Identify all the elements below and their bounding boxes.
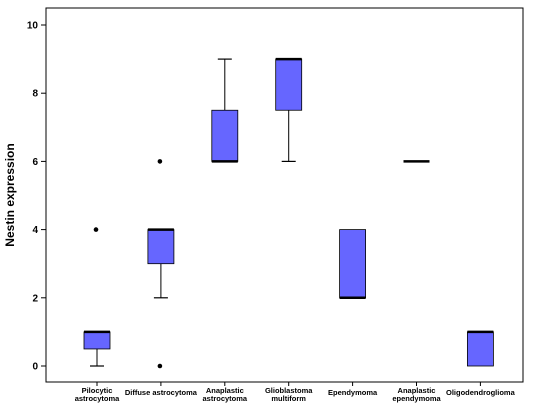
iqr-box (211, 109, 239, 162)
category-label: Oligodendroglioma (446, 388, 516, 397)
outlier-point (93, 227, 99, 232)
box-group-item (211, 58, 239, 163)
iqr-box (83, 331, 111, 350)
box-group-item (339, 229, 367, 300)
category-label: Anaplastic (398, 386, 436, 395)
y-tick-label: 2 (32, 293, 38, 304)
category-label: astrocytoma (75, 394, 120, 403)
y-tick-label: 8 (32, 89, 38, 100)
category-label: ependymoma (392, 394, 441, 403)
iqr-box (339, 229, 367, 299)
category-label: Diffuse astrocytoma (125, 388, 198, 397)
category-label: astrocytoma (202, 394, 247, 403)
y-tick-label: 4 (32, 225, 38, 236)
y-axis-title: Nestin expression (3, 143, 17, 246)
iqr-box (466, 331, 494, 367)
y-tick-label: 10 (27, 21, 39, 32)
category-label: Glioblastoma (265, 386, 313, 395)
box-group-item (466, 330, 494, 367)
outlier-point (157, 159, 163, 164)
category-label: Pilocytic (82, 386, 113, 395)
box-group-item (275, 57, 303, 162)
iqr-box (147, 229, 175, 265)
outlier-point (157, 363, 163, 369)
y-tick-label: 0 (32, 362, 38, 373)
category-label: Anaplastic (206, 386, 244, 395)
y-axis: 0 2 4 6 8 10 (27, 21, 46, 373)
iqr-box (275, 58, 303, 111)
boxes (83, 57, 494, 369)
category-label: multiform (271, 394, 306, 403)
y-tick-label: 6 (32, 157, 38, 168)
box-group-item (83, 227, 111, 367)
box-group-item (147, 159, 175, 369)
category-label: Ependymoma (328, 388, 378, 397)
